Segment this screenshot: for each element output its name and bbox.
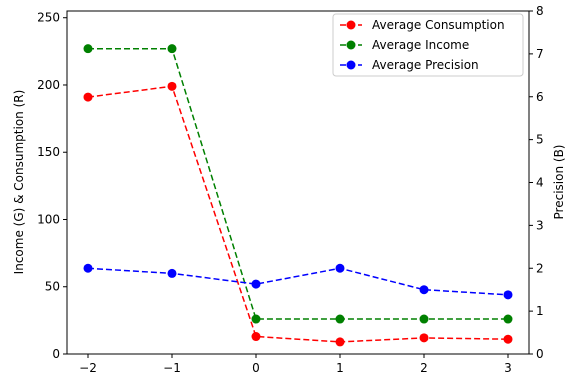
right-y-tick-label: 6 [536, 90, 544, 104]
average-consumption-point [419, 333, 429, 343]
legend: Average Consumption Average Income Average… [332, 13, 524, 77]
left-y-tick-label: 150 [37, 145, 60, 159]
right-y-tick-label: 1 [536, 304, 544, 318]
right-y-tick-label: 3 [536, 218, 544, 232]
average-precision-point [251, 279, 261, 289]
x-tick-label: −1 [163, 361, 181, 375]
average-income-point [251, 314, 261, 324]
average-precision-point [419, 285, 429, 295]
left-y-tick-label: 100 [37, 212, 60, 226]
average-income-line [88, 47, 508, 320]
x-tick-label: −2 [79, 361, 97, 375]
legend-label-average-income: Average Income [372, 38, 469, 52]
average-income-point [167, 44, 177, 54]
right-y-tick-label: 4 [536, 176, 544, 190]
left-y-axis-label: Income (G) & Consumption (R) [12, 90, 26, 275]
average-income-point [503, 314, 513, 324]
left-y-axis-ticks: 0 50 100 150 200 250 [37, 11, 67, 361]
legend-label-average-consumption: Average Consumption [372, 18, 505, 32]
right-y-tick-label: 7 [536, 47, 544, 61]
average-consumption-point [503, 334, 513, 344]
right-y-tick-label: 2 [536, 261, 544, 275]
x-tick-label: 0 [252, 361, 260, 375]
x-tick-label: 1 [336, 361, 344, 375]
average-precision-point [335, 263, 345, 273]
x-axis-ticks: −2 −1 0 1 2 3 [79, 354, 512, 375]
right-y-tick-label: 8 [536, 4, 544, 18]
legend-swatch-marker-average-income [346, 40, 356, 50]
right-y-axis-ticks: 0 1 2 3 4 5 6 7 8 [529, 4, 544, 361]
average-income-point [335, 314, 345, 324]
right-y-tick-label: 0 [536, 347, 544, 361]
average-consumption-point [83, 92, 93, 102]
series-layer [83, 44, 513, 347]
x-tick-label: 3 [504, 361, 512, 375]
legend-label-average-precision: Average Precision [372, 58, 479, 72]
average-consumption-point [167, 81, 177, 91]
average-consumption-line [87, 85, 509, 343]
average-consumption-point [335, 337, 345, 347]
average-precision-line [87, 267, 509, 296]
average-precision-point [83, 263, 93, 273]
right-y-axis-label: Precision (B) [552, 145, 566, 220]
x-tick-label: 2 [420, 361, 428, 375]
average-income-point [419, 314, 429, 324]
average-income-point [83, 44, 93, 54]
left-y-tick-label: 200 [37, 78, 60, 92]
average-precision-point [167, 268, 177, 278]
left-y-tick-label: 0 [52, 347, 60, 361]
legend-swatch-marker-average-consumption [346, 20, 356, 30]
average-precision-point [503, 290, 513, 300]
left-y-tick-label: 250 [37, 11, 60, 25]
right-y-tick-label: 5 [536, 133, 544, 147]
average-consumption-point [251, 332, 261, 342]
left-y-tick-label: 50 [45, 280, 60, 294]
legend-box [332, 13, 524, 77]
legend-swatch-marker-average-precision [346, 60, 356, 70]
